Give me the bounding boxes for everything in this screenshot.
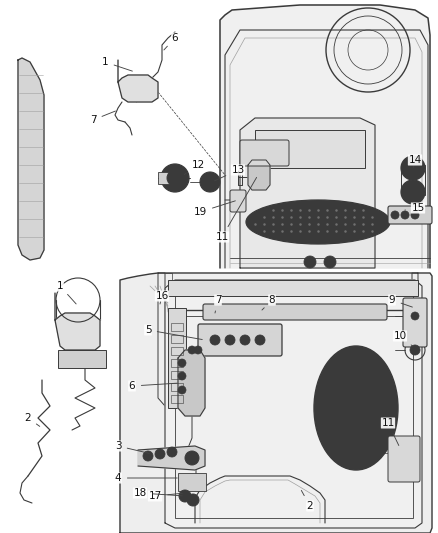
Circle shape [401, 156, 425, 180]
Text: 6: 6 [129, 381, 177, 391]
Circle shape [225, 335, 235, 345]
Text: 7: 7 [90, 111, 116, 125]
Circle shape [155, 449, 165, 459]
Text: 2: 2 [301, 490, 313, 511]
Circle shape [200, 172, 220, 192]
Circle shape [143, 451, 153, 461]
Text: 6: 6 [164, 33, 178, 50]
Text: 9: 9 [389, 295, 413, 307]
FancyBboxPatch shape [388, 206, 432, 224]
Text: 16: 16 [155, 291, 169, 304]
Circle shape [178, 359, 186, 367]
Circle shape [255, 335, 265, 345]
Text: 1: 1 [102, 57, 132, 71]
Circle shape [178, 386, 186, 394]
Polygon shape [55, 293, 100, 350]
Bar [168, 308, 186, 408]
Polygon shape [248, 160, 270, 190]
Circle shape [167, 170, 183, 186]
FancyBboxPatch shape [403, 298, 427, 347]
Text: 5: 5 [145, 325, 202, 340]
Bar [171, 371, 183, 379]
Circle shape [240, 335, 250, 345]
Circle shape [185, 451, 199, 465]
Bar [255, 130, 365, 168]
FancyBboxPatch shape [240, 140, 289, 166]
FancyBboxPatch shape [230, 190, 246, 212]
FancyBboxPatch shape [203, 304, 387, 320]
Circle shape [161, 164, 189, 192]
Text: 12: 12 [184, 160, 205, 174]
Circle shape [391, 211, 399, 219]
Circle shape [182, 493, 188, 499]
Text: 18: 18 [134, 488, 182, 498]
Text: 11: 11 [381, 418, 399, 446]
Bar [171, 383, 183, 391]
Text: 7: 7 [215, 295, 221, 313]
Polygon shape [138, 446, 205, 470]
Bar [171, 323, 183, 331]
Circle shape [194, 346, 202, 354]
Circle shape [205, 177, 215, 187]
Circle shape [401, 180, 425, 204]
Polygon shape [240, 118, 375, 268]
Bar [171, 359, 183, 367]
Polygon shape [118, 60, 158, 102]
Text: 15: 15 [405, 203, 424, 213]
Text: 19: 19 [193, 201, 235, 217]
Text: 13: 13 [215, 165, 245, 181]
Text: 14: 14 [408, 155, 422, 167]
FancyBboxPatch shape [388, 436, 420, 482]
Text: 4: 4 [115, 473, 177, 483]
Circle shape [188, 346, 196, 354]
Circle shape [410, 345, 420, 355]
Circle shape [178, 372, 186, 380]
Bar [178, 473, 206, 491]
Circle shape [411, 312, 419, 320]
Polygon shape [178, 350, 205, 416]
Text: 1: 1 [57, 281, 76, 304]
Text: 3: 3 [115, 441, 149, 454]
Bar [171, 395, 183, 403]
Bar [175, 290, 413, 518]
Circle shape [167, 447, 177, 457]
Circle shape [304, 256, 316, 268]
Circle shape [190, 497, 196, 503]
Polygon shape [120, 273, 432, 533]
Circle shape [187, 494, 199, 506]
Text: 8: 8 [262, 295, 276, 310]
Circle shape [401, 211, 409, 219]
Bar [401, 165, 425, 195]
Polygon shape [18, 58, 44, 260]
Bar [171, 335, 183, 343]
Bar [168, 280, 418, 296]
Circle shape [210, 335, 220, 345]
Bar [171, 347, 183, 355]
Circle shape [179, 490, 191, 502]
Ellipse shape [246, 200, 390, 244]
Circle shape [411, 211, 419, 219]
Text: 17: 17 [148, 491, 182, 501]
Bar [158, 172, 176, 184]
Text: 11: 11 [215, 177, 257, 242]
Bar [58, 350, 106, 368]
Ellipse shape [314, 346, 398, 470]
FancyBboxPatch shape [198, 324, 282, 356]
Circle shape [324, 256, 336, 268]
Text: 10: 10 [393, 331, 413, 346]
Text: 2: 2 [25, 413, 40, 426]
Polygon shape [220, 5, 430, 268]
Polygon shape [165, 280, 422, 528]
